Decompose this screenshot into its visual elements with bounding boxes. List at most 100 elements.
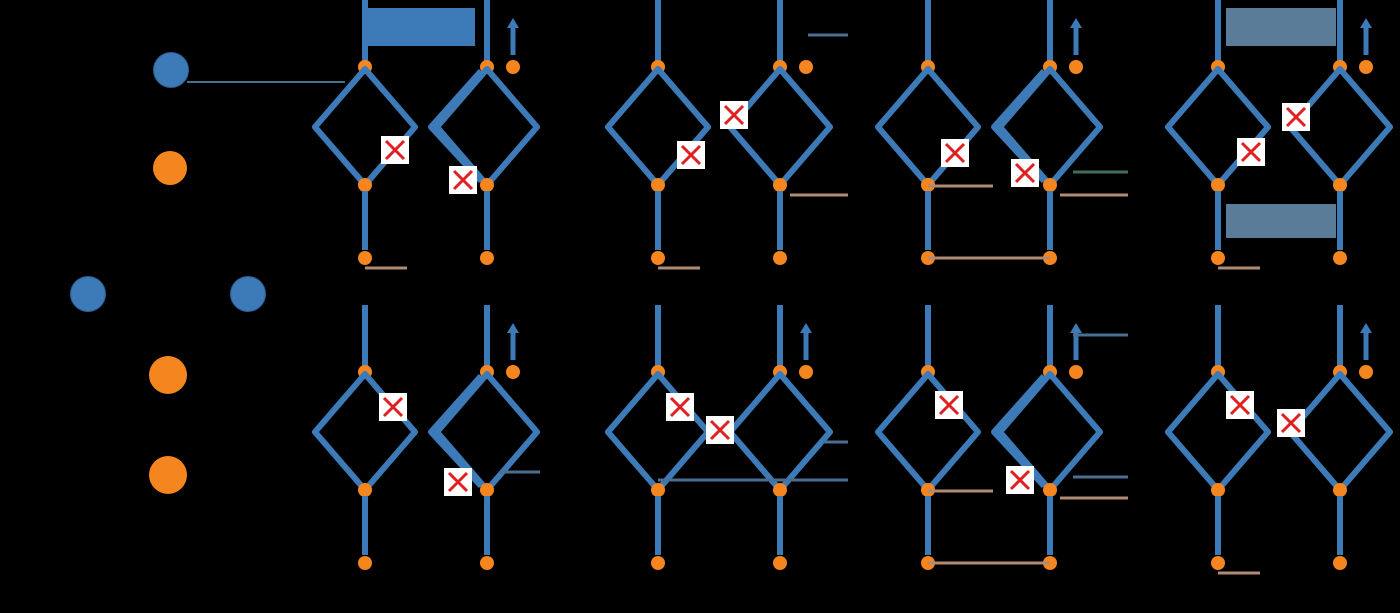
red-x-icon: [1006, 466, 1034, 494]
red-x-stroke: [1009, 469, 1031, 491]
red-x-stroke: [382, 396, 404, 418]
tag-box: [363, 8, 475, 46]
legend-orange-node-small-icon: [153, 151, 187, 185]
panel-7: [875, 305, 1128, 570]
panel-2: [605, 0, 848, 270]
right-output-node: [1333, 556, 1347, 570]
left-diamond: [312, 66, 418, 188]
red-x-stroke: [938, 394, 960, 416]
red-x-icon: [1237, 138, 1265, 166]
panel-1: [312, 0, 540, 270]
arrow-head: [1360, 18, 1372, 28]
red-x-stroke: [709, 419, 731, 441]
side-up-arrow: [507, 323, 519, 360]
red-x-icon: [706, 416, 734, 444]
left-diamond: [312, 371, 418, 493]
red-x-icon: [379, 393, 407, 421]
arrow-head: [507, 18, 519, 28]
right-diamond: [727, 371, 833, 493]
side-node: [506, 365, 520, 379]
right-bottom-node: [480, 483, 494, 497]
legend-blue-node-icon: [153, 52, 189, 88]
right-output-node: [773, 556, 787, 570]
left-bottom-node: [1211, 178, 1225, 192]
left-bottom-node: [358, 178, 372, 192]
red-x-stroke: [447, 471, 469, 493]
arrow-head: [507, 323, 519, 333]
panel-4: [1165, 0, 1393, 270]
arrow-head: [1360, 323, 1372, 333]
tag-box: [1226, 204, 1336, 238]
side-node: [799, 365, 813, 379]
side-up-arrow: [507, 18, 519, 55]
red-x-stroke: [1240, 141, 1262, 163]
legend-orange-node-large-icon: [149, 456, 187, 494]
red-x-stroke: [384, 139, 406, 161]
right-bottom-node: [1043, 178, 1057, 192]
red-x-icon: [720, 101, 748, 129]
side-up-arrow: [1070, 18, 1082, 55]
side-node: [1069, 60, 1083, 74]
legend-blue-node-right-icon: [230, 276, 266, 312]
right-bottom-node: [1043, 483, 1057, 497]
red-x-icon: [677, 141, 705, 169]
left-bottom-node: [1211, 483, 1225, 497]
left-diamond: [605, 371, 711, 493]
side-node: [506, 60, 520, 74]
red-x-stroke: [669, 396, 691, 418]
left-diamond: [875, 66, 981, 188]
right-bottom-node: [773, 178, 787, 192]
side-node: [1359, 365, 1373, 379]
legend-orange-node-mid-icon: [149, 356, 187, 394]
right-output-node: [1333, 251, 1347, 265]
right-output-node: [773, 251, 787, 265]
panel-3: [875, 0, 1128, 265]
right-bottom-node: [1333, 483, 1347, 497]
side-node: [1359, 60, 1373, 74]
left-diamond: [1165, 66, 1271, 188]
side-up-arrow: [1360, 323, 1372, 360]
left-bottom-node: [651, 483, 665, 497]
left-output-node: [1211, 251, 1225, 265]
red-x-icon: [935, 391, 963, 419]
red-x-icon: [1277, 409, 1305, 437]
arrow-head: [800, 323, 812, 333]
red-x-stroke: [680, 144, 702, 166]
left-bottom-node: [651, 178, 665, 192]
side-up-arrow: [800, 323, 812, 360]
red-x-icon: [1011, 159, 1039, 187]
red-x-icon: [444, 468, 472, 496]
right-output-node: [480, 251, 494, 265]
red-x-stroke: [1280, 412, 1302, 434]
right-bottom-node: [1333, 178, 1347, 192]
red-x-stroke: [1229, 394, 1251, 416]
side-node: [1069, 365, 1083, 379]
red-x-icon: [941, 139, 969, 167]
red-x-stroke: [1285, 106, 1307, 128]
red-x-icon: [1282, 103, 1310, 131]
red-x-stroke: [452, 169, 474, 191]
panel-grid: [312, 0, 1393, 575]
panel-8: [1165, 305, 1393, 575]
red-x-icon: [1226, 391, 1254, 419]
left-output-node: [358, 251, 372, 265]
right-output-node: [480, 556, 494, 570]
left-output-node: [1211, 556, 1225, 570]
side-up-arrow: [1070, 323, 1082, 360]
legend-blue-node-left-icon: [70, 276, 106, 312]
red-x-icon: [381, 136, 409, 164]
red-x-stroke: [723, 104, 745, 126]
red-x-stroke: [1014, 162, 1036, 184]
panel-5: [312, 305, 540, 570]
panel-6: [605, 305, 848, 570]
arrow-head: [1070, 18, 1082, 28]
arrow-head: [1070, 323, 1082, 333]
legend: [0, 0, 300, 613]
side-up-arrow: [1360, 18, 1372, 55]
left-bottom-node: [358, 483, 372, 497]
red-x-stroke: [944, 142, 966, 164]
right-bottom-node: [480, 178, 494, 192]
side-node: [799, 60, 813, 74]
left-output-node: [651, 251, 665, 265]
